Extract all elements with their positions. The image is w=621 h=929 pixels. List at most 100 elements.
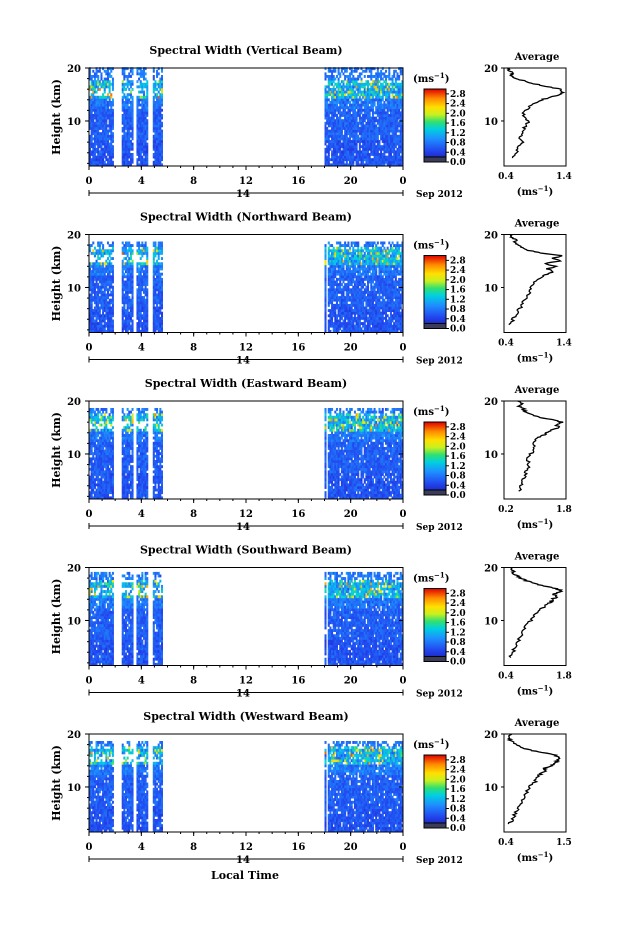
heatmap-cells [89,67,404,167]
heatmap-cell [123,309,126,312]
heatmap-cell [335,150,338,154]
heatmap-cell [157,140,160,143]
heatmap-cell [358,116,361,120]
heatmap-cell [357,108,360,112]
heatmap-cell [340,283,343,286]
heatmap-cell [154,309,157,312]
heatmap-cell [362,129,365,133]
heatmap-cell [380,158,383,162]
heatmap-cell [352,303,355,307]
heatmap-cell [93,160,96,164]
heatmap-cell [141,98,144,102]
heatmap-cell [103,293,106,297]
heatmap-cell [398,277,401,281]
heatmap-cell [337,90,340,94]
heatmap-cell [128,296,131,299]
heatmap-cell [386,329,389,333]
heatmap-cell [393,290,396,294]
heatmap-cell [156,259,159,263]
heatmap-cell [92,316,95,320]
heatmap-cell [383,134,386,138]
heatmap-cell [129,324,132,328]
heatmap-cell [152,121,155,125]
heatmap-cell [123,293,126,297]
heatmap-cell [100,290,103,294]
heatmap-cell [154,85,157,89]
heatmap-cell [327,158,330,162]
heatmap-cell [357,257,360,260]
heatmap-cell [97,296,100,299]
heatmap-cell [89,72,92,76]
heatmap-cell [362,145,365,149]
heatmap-cell [342,153,345,156]
heatmap-cell [136,288,139,292]
heatmap-cell [339,72,342,76]
heatmap-cell [383,153,386,156]
heatmap-cell [144,314,147,318]
heatmap-cell [398,163,401,167]
heatmap-cell [365,319,368,323]
heatmap-cell [97,103,100,107]
heatmap-cell [136,290,139,294]
heatmap-cell [90,285,93,289]
heatmap-cell [154,329,157,333]
heatmap-cell [340,290,343,294]
heatmap-cell [160,69,163,73]
heatmap-cell [129,319,132,323]
heatmap-cell [144,267,147,271]
heatmap-cell [131,124,134,128]
heatmap-cell [398,298,401,302]
heatmap-cell [139,329,142,333]
heatmap-cell [398,116,401,120]
heatmap-cell [103,262,106,266]
heatmap-cell [152,275,155,279]
heatmap-cell [89,155,92,159]
heatmap-cell [100,303,103,307]
heatmap-cell [329,319,332,323]
heatmap-cell [368,280,371,284]
heatmap-cell [396,129,399,133]
heatmap-cell [396,116,399,120]
heatmap-cell [139,293,142,297]
heatmap-cell [98,150,101,154]
heatmap-cell [345,134,348,138]
heatmap-cell [401,160,404,164]
heatmap-cell [383,257,386,260]
heatmap-cell [326,106,329,110]
heatmap-cell [371,314,374,318]
heatmap-cell [334,153,337,156]
heatmap-cell [159,127,162,130]
heatmap-cell [378,101,381,104]
heatmap-cell [123,327,126,331]
heatmap-cell [339,121,342,125]
heatmap-cell [360,101,363,104]
heatmap-cell [152,106,155,110]
heatmap-cell [357,303,360,307]
heatmap-cell [396,257,399,260]
heatmap-cell [394,329,397,333]
heatmap-cell [344,90,347,94]
heatmap-cell [332,293,335,297]
heatmap-cell [108,306,111,310]
heatmap-cell [97,270,100,273]
heatmap-cell [383,121,386,125]
heatmap-cell [363,324,366,328]
heatmap-cell [126,80,129,84]
heatmap-cell [381,277,384,281]
heatmap-cell [378,275,381,279]
heatmap-cell [358,106,361,110]
heatmap-cell [344,140,347,143]
heatmap-cell [121,108,124,112]
heatmap-cell [349,303,352,307]
heatmap-cell [108,311,111,315]
heatmap-cell [363,101,366,104]
heatmap-cell [159,303,162,307]
heatmap-cell [355,132,358,136]
heatmap-cell [159,293,162,297]
heatmap-cell [339,140,342,143]
heatmap-cell [146,80,149,84]
heatmap-cell [360,119,363,123]
heatmap-cell [92,267,95,271]
heatmap-cell [383,90,386,94]
heatmap-cell [89,116,92,120]
